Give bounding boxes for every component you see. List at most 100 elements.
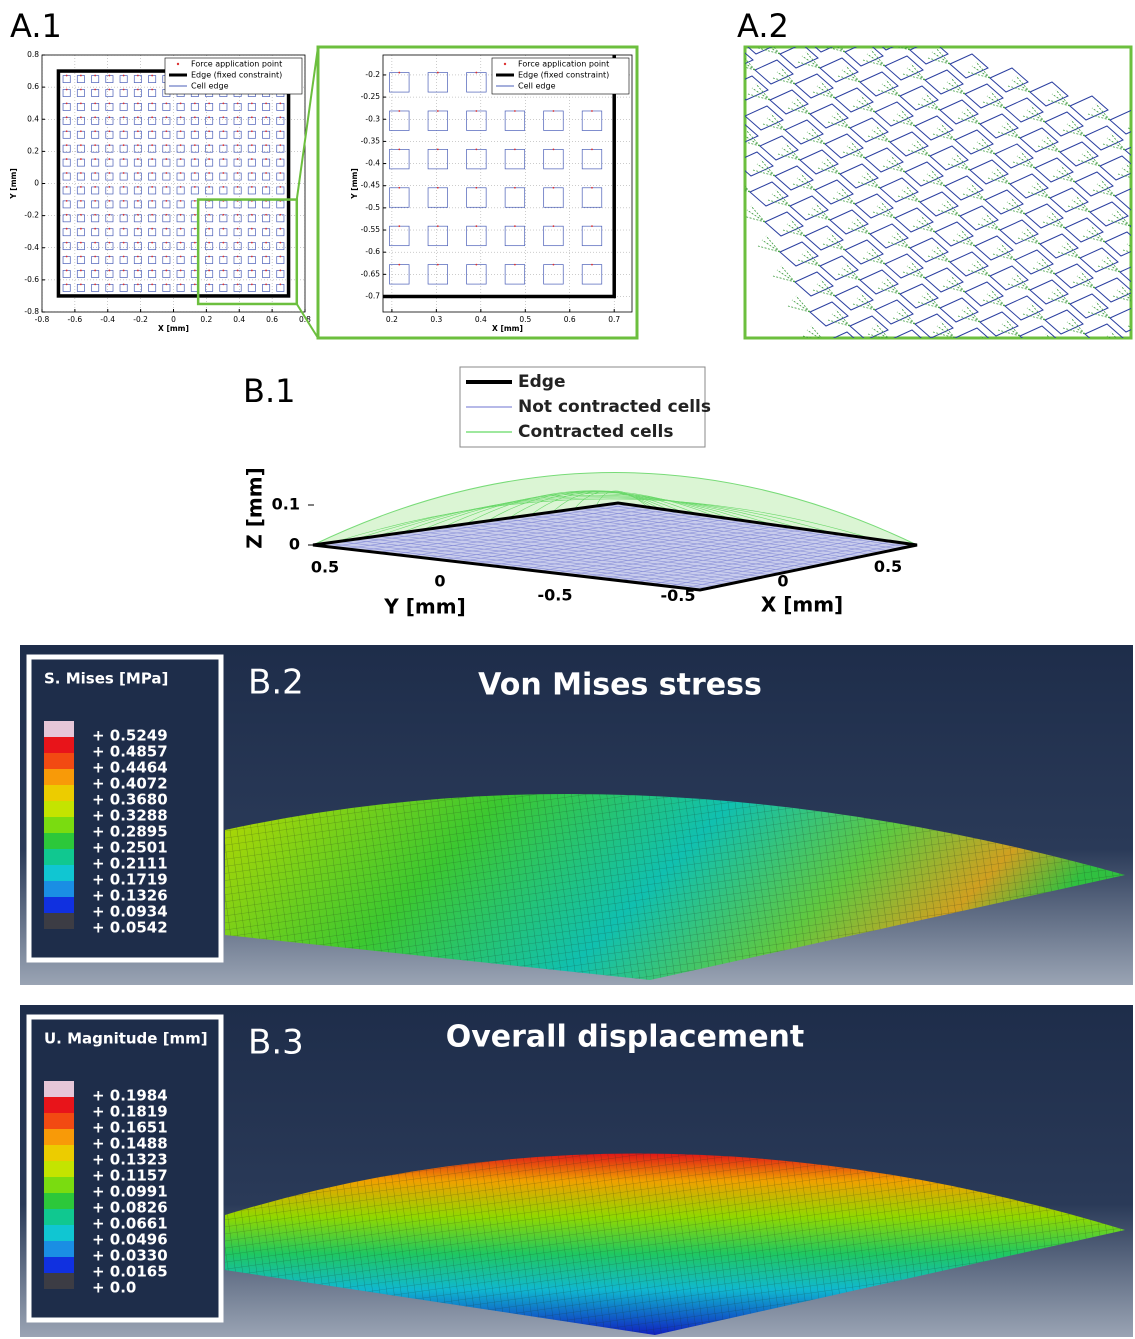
force-point (398, 187, 400, 189)
cell (262, 284, 269, 291)
panel-label: B.1 (243, 372, 295, 410)
force-point (108, 158, 110, 160)
force-point (475, 225, 477, 227)
force-arrows (713, 146, 735, 162)
panel-label: B.2 (248, 663, 304, 703)
force-point (591, 148, 593, 150)
cell (149, 103, 156, 110)
cell (234, 187, 241, 194)
cell (63, 117, 70, 124)
force-point (80, 228, 82, 230)
cell (77, 243, 84, 250)
force-point (208, 242, 210, 244)
cell (77, 76, 84, 83)
y-tick-label: 0.2 (27, 146, 39, 155)
force-point (265, 242, 267, 244)
force-point (244, 264, 246, 266)
cell (92, 173, 99, 180)
force-point (123, 214, 125, 216)
color-band (44, 849, 74, 865)
y-tick-label: -0.2 (365, 70, 380, 79)
cell (235, 34, 255, 53)
color-band (44, 897, 74, 913)
cell (1025, 402, 1063, 426)
force-point (108, 116, 110, 118)
force-point (123, 116, 125, 118)
force-point (137, 256, 139, 258)
force-point (222, 103, 224, 105)
cell (120, 89, 127, 96)
cell (191, 187, 198, 194)
force-point (165, 200, 167, 202)
cell (163, 159, 170, 166)
cell (351, 0, 371, 15)
cell (149, 173, 156, 180)
force-point (108, 228, 110, 230)
x-axis-label: X [mm] (492, 324, 523, 333)
force-point (180, 144, 182, 146)
force-point (66, 283, 68, 285)
force-point (66, 256, 68, 258)
force-point (66, 200, 68, 202)
force-point (222, 116, 224, 118)
force-point (151, 103, 153, 105)
force-point (167, 264, 169, 266)
cell (106, 270, 113, 277)
force-point (151, 158, 153, 160)
cell (1075, 370, 1113, 394)
force-point (237, 270, 239, 272)
force-point (66, 228, 68, 230)
cell (92, 131, 99, 138)
color-band (44, 721, 74, 737)
force-point (151, 270, 153, 272)
force-point (129, 33, 131, 35)
y-tick-label: -0.45 (361, 181, 381, 190)
force-point (180, 103, 182, 105)
y-tick-label: -0.55 (361, 225, 381, 234)
cell (106, 76, 113, 83)
cell (92, 257, 99, 264)
force-point (475, 72, 477, 74)
cell (220, 117, 227, 124)
x-tick-label: 0.5 (519, 315, 531, 324)
force-point (194, 270, 196, 272)
force-point (90, 264, 92, 266)
y-tick-label: -0.4 (365, 159, 380, 168)
cell (134, 201, 141, 208)
cell (4, 226, 24, 245)
force-point (251, 256, 253, 258)
color-band (44, 913, 74, 929)
cell (63, 131, 70, 138)
cell (120, 103, 127, 110)
y-tick-label: -0.4 (24, 243, 39, 252)
cell (106, 159, 113, 166)
cell (191, 173, 198, 180)
color-band (44, 865, 74, 881)
force-point (279, 283, 281, 285)
force-point (123, 256, 125, 258)
force-point (265, 172, 267, 174)
color-band (44, 1193, 74, 1209)
cell (63, 103, 70, 110)
force-point (66, 172, 68, 174)
cell (149, 229, 156, 236)
cell (220, 270, 227, 277)
cell (134, 173, 141, 180)
cell (177, 117, 184, 124)
legend-label: Edge (fixed constraint) (191, 71, 282, 80)
force-point (108, 270, 110, 272)
force-point (279, 158, 281, 160)
cell (995, 342, 1033, 366)
force-point (66, 270, 68, 272)
force-point (151, 242, 153, 244)
force-point (237, 242, 239, 244)
legend-title: U. Magnitude [mm] (44, 1030, 208, 1048)
legend-label: Edge (fixed constraint) (518, 71, 609, 80)
force-point (553, 264, 555, 266)
force-arrows (1028, 380, 1050, 396)
force-arrows (723, 100, 745, 116)
force-point (208, 283, 210, 285)
cell (120, 188, 140, 207)
force-point (194, 103, 196, 105)
force-arrows (678, 10, 700, 26)
